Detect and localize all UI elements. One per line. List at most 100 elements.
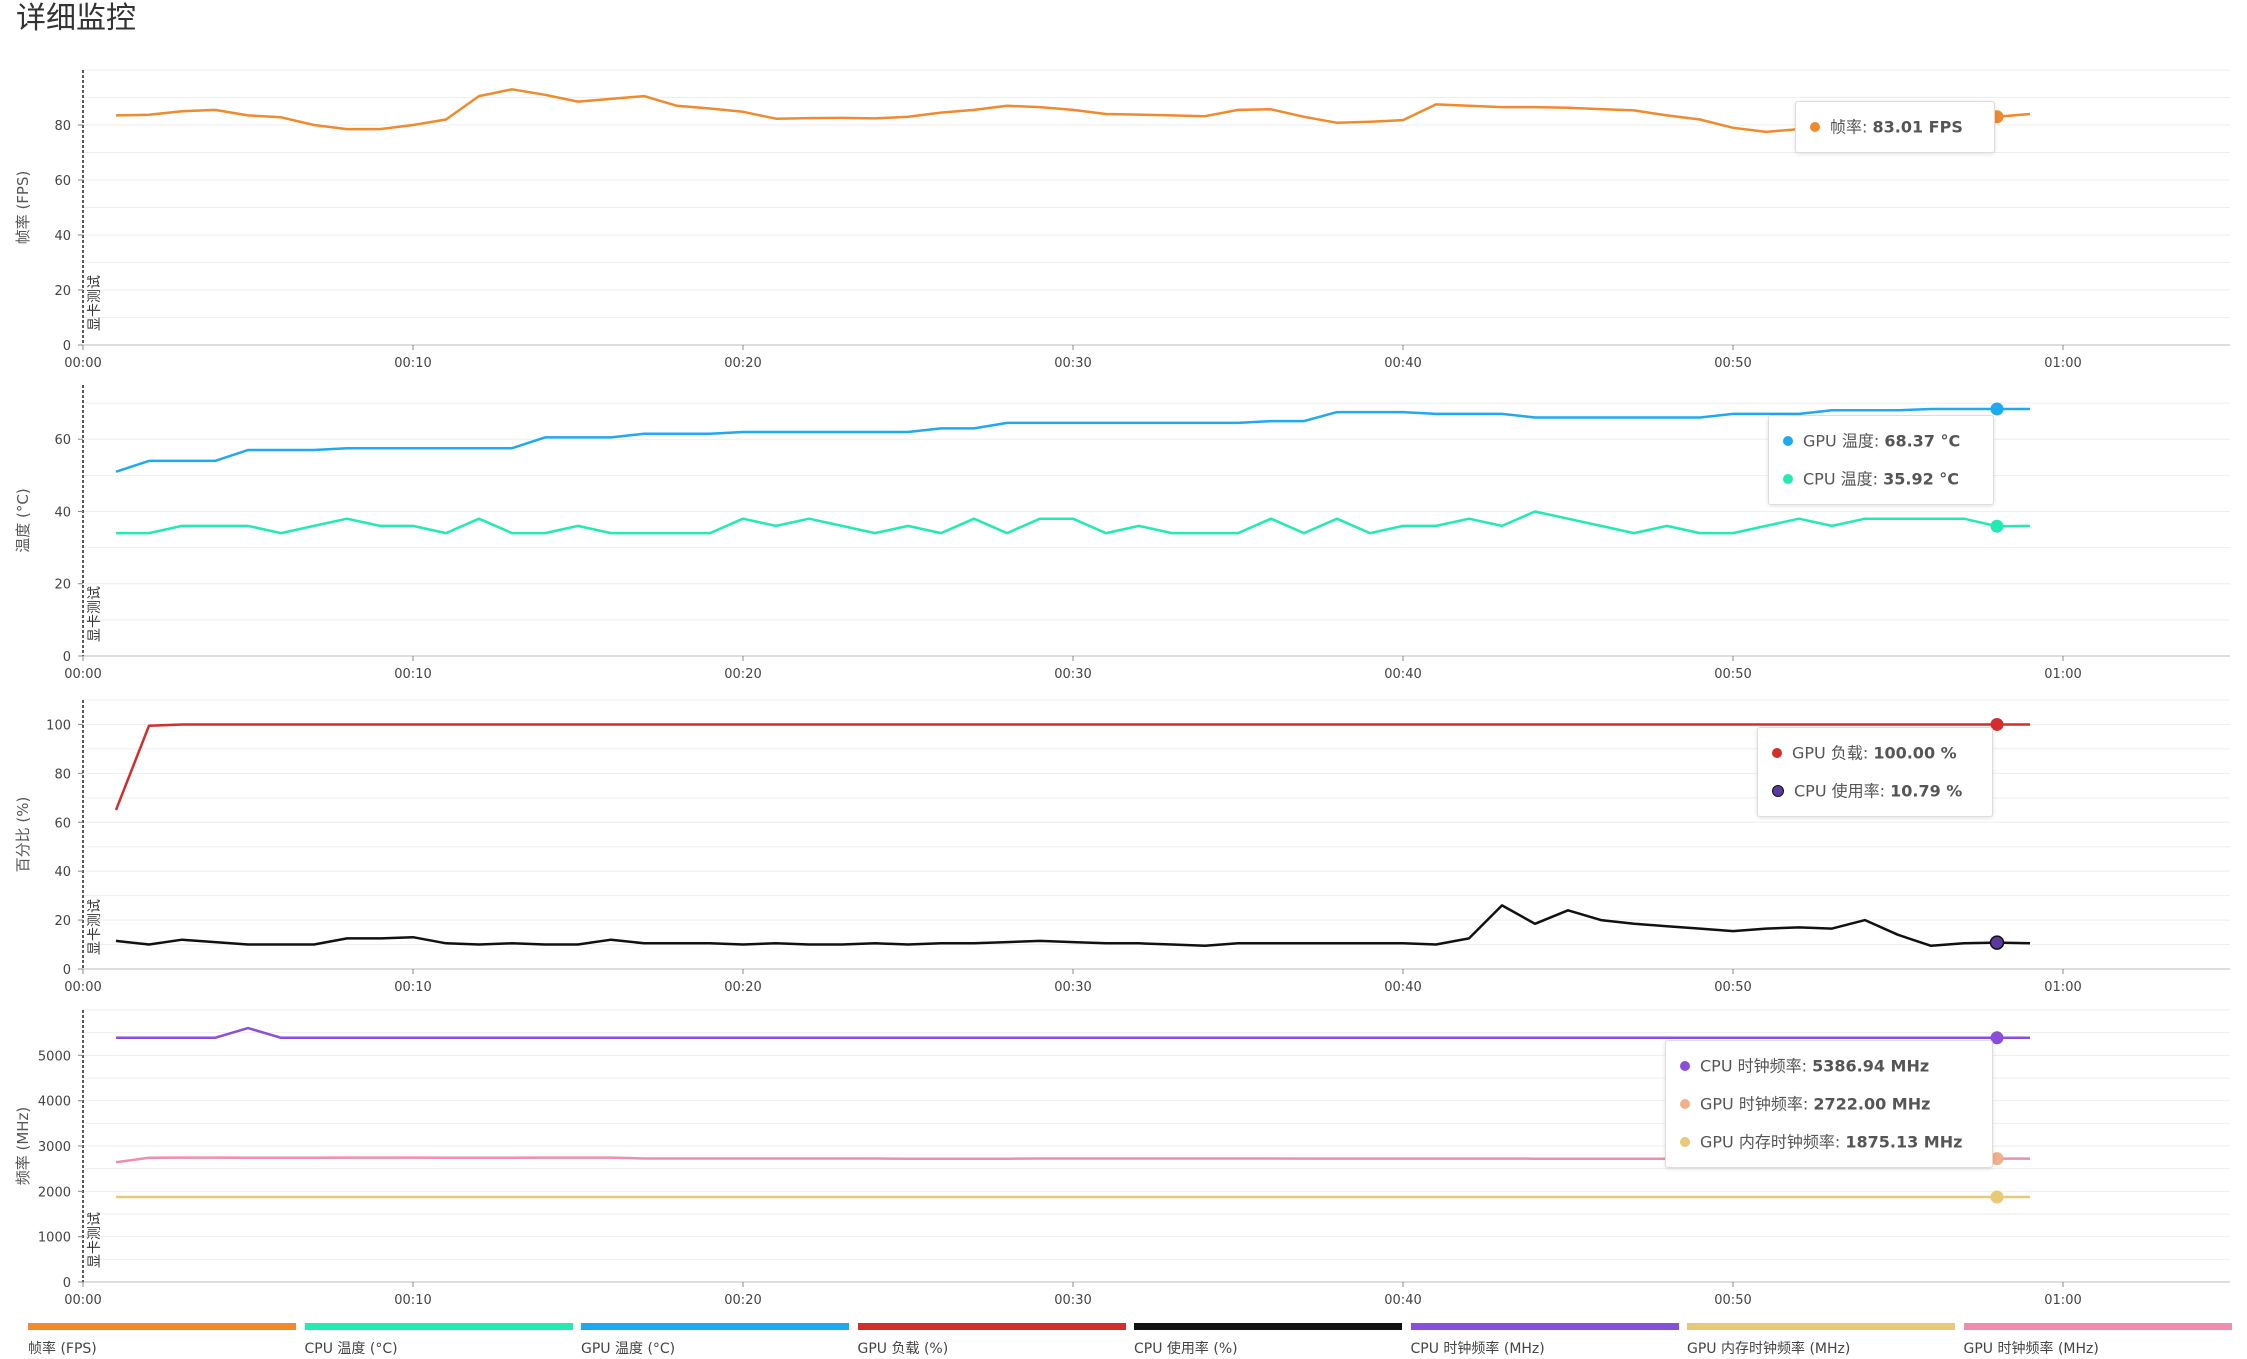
- legend-label: GPU 内存时钟频率 (MHz): [1687, 1341, 1851, 1357]
- tooltip-row: CPU 温度: 35.92 °C: [1783, 460, 1979, 498]
- tooltip-label: GPU 负载:: [1792, 743, 1874, 763]
- legend-item[interactable]: GPU 温度 (°C): [581, 1323, 849, 1358]
- legend-color-bar: [1687, 1323, 1955, 1330]
- x-tick-label: 00:10: [394, 980, 431, 995]
- y-axis-label: 帧率 (FPS): [14, 171, 32, 245]
- legend-item[interactable]: CPU 时钟频率 (MHz): [1410, 1323, 1679, 1358]
- series-dot-icon: [1680, 1060, 1690, 1071]
- x-tick-label: 01:00: [2044, 1293, 2081, 1308]
- y-tick-label: 40: [54, 229, 71, 244]
- chart-panel-1[interactable]: 显卡测试 0 20 40 60 80 帧率 (FPS) 00:00 00:10 00:20 00:3…: [14, 69, 2230, 371]
- hover-point[interactable]: [1990, 1190, 2004, 1204]
- monitor-charts[interactable]: 显卡测试 0 20 40 60 80 帧率 (FPS) 00:00 00:10 00:20 00:3…: [0, 0, 2247, 1320]
- hover-point[interactable]: [1990, 1152, 2004, 1166]
- chart-legend[interactable]: 帧率 (FPS) CPU 温度 (°C) GPU 温度 (°C) GPU 负载 (%)…: [28, 1323, 2242, 1359]
- legend-label: GPU 时钟频率 (MHz): [1963, 1341, 2099, 1357]
- legend-item[interactable]: GPU 负载 (%): [857, 1323, 1126, 1358]
- x-tick-label: 00:40: [1384, 356, 1421, 371]
- x-tick-label: 00:50: [1714, 356, 1751, 371]
- y-tick-label: 20: [54, 914, 71, 929]
- y-tick-label: 4000: [38, 1095, 71, 1110]
- x-tick-label: 00:30: [1054, 667, 1091, 682]
- y-tick-label: 100: [46, 718, 71, 733]
- chart-panel-3[interactable]: 显卡测试 0 20 40 60 80 100 百分比 (%) 00:00 00:10 00:20 00…: [14, 699, 2230, 995]
- y-tick-label: 20: [54, 578, 71, 593]
- y-tick-label: 60: [54, 816, 71, 831]
- legend-color-bar: [1963, 1323, 2232, 1330]
- hover-point[interactable]: [1990, 402, 2004, 416]
- legend-color-bar: [857, 1323, 1126, 1330]
- x-tick-label: 00:00: [64, 667, 101, 682]
- x-tick-label: 00:50: [1714, 667, 1751, 682]
- tooltip-value: 2722.00 MHz: [1813, 1094, 1931, 1114]
- test-marker-label: 显卡测试: [87, 275, 103, 331]
- x-tick-label: 00:10: [394, 667, 431, 682]
- tooltip-label: 帧率:: [1830, 117, 1873, 137]
- legend-item[interactable]: CPU 温度 (°C): [304, 1323, 573, 1358]
- legend-color-bar: [304, 1323, 573, 1330]
- x-tick-label: 01:00: [2044, 356, 2081, 371]
- legend-item[interactable]: 帧率 (FPS): [28, 1323, 296, 1358]
- x-tick-label: 01:00: [2044, 667, 2081, 682]
- series-line[interactable]: [115, 88, 2031, 134]
- tooltip-row: GPU 温度: 68.37 °C: [1783, 422, 1979, 460]
- legend-item[interactable]: CPU 使用率 (%): [1134, 1323, 1402, 1358]
- tooltip-value: 10.79 %: [1890, 781, 1963, 801]
- test-marker-label: 显卡测试: [87, 586, 103, 642]
- x-tick-label: 00:20: [724, 356, 761, 371]
- chart-panel-4[interactable]: 显卡测试 0 1000 2000 3000 4000 5000 频率 (MHz) 00:00 00…: [14, 1009, 2230, 1308]
- legend-color-bar: [28, 1323, 296, 1330]
- series-line[interactable]: [116, 1026, 2030, 1040]
- y-tick-label: 0: [63, 963, 71, 978]
- tooltip-row: GPU 负载: 100.00 %: [1772, 734, 1978, 772]
- tooltip-value: 1875.13 MHz: [1845, 1132, 1963, 1152]
- x-tick-label: 00:40: [1384, 1293, 1421, 1308]
- y-tick-label: 5000: [38, 1049, 71, 1064]
- hover-point[interactable]: [1990, 717, 2004, 731]
- series-dot-icon: [1772, 784, 1784, 797]
- series-dot-icon: [1680, 1098, 1690, 1109]
- tooltip-label: GPU 时钟频率:: [1700, 1094, 1814, 1114]
- y-tick-label: 40: [54, 865, 71, 880]
- chart-tooltip: GPU 温度: 68.37 °C CPU 温度: 35.92 °C: [1768, 415, 1994, 505]
- legend-color-bar: [1134, 1323, 1402, 1330]
- legend-item[interactable]: GPU 时钟频率 (MHz): [1963, 1323, 2232, 1358]
- y-tick-label: 3000: [38, 1140, 71, 1155]
- test-marker-label: 显卡测试: [87, 1212, 103, 1268]
- y-axis-label: 频率 (MHz): [14, 1107, 32, 1186]
- x-tick-label: 00:40: [1384, 980, 1421, 995]
- series-line[interactable]: [115, 407, 2030, 473]
- x-tick-label: 00:00: [64, 1293, 101, 1308]
- tooltip-value: 35.92 °C: [1883, 469, 1960, 489]
- tooltip-value: 100.00 %: [1873, 743, 1957, 763]
- x-tick-label: 00:20: [724, 667, 761, 682]
- tooltip-row: CPU 使用率: 10.79 %: [1772, 772, 1978, 810]
- tooltip-label: GPU 内存时钟频率:: [1700, 1132, 1846, 1152]
- x-tick-label: 00:50: [1714, 980, 1751, 995]
- tooltip-row: CPU 时钟频率: 5386.94 MHz: [1680, 1047, 1978, 1085]
- legend-label: CPU 时钟频率 (MHz): [1410, 1341, 1545, 1357]
- x-tick-label: 00:40: [1384, 667, 1421, 682]
- hover-point[interactable]: [1990, 519, 2004, 533]
- page-title: 详细监控: [16, 1, 136, 36]
- legend-color-bar: [1410, 1323, 1679, 1330]
- y-tick-label: 1000: [38, 1231, 71, 1246]
- x-tick-label: 00:00: [64, 980, 101, 995]
- series-dot-icon: [1680, 1136, 1690, 1147]
- x-tick-label: 00:10: [394, 356, 431, 371]
- series-line[interactable]: [114, 723, 2030, 811]
- legend-color-bar: [581, 1323, 849, 1330]
- tooltip-row: 帧率: 83.01 FPS: [1810, 108, 1980, 146]
- y-tick-label: 80: [54, 767, 71, 782]
- x-tick-label: 00:20: [724, 980, 761, 995]
- tooltip-value: 68.37 °C: [1884, 431, 1961, 451]
- tooltip-row: GPU 时钟频率: 2722.00 MHz: [1680, 1085, 1978, 1123]
- hover-point[interactable]: [1990, 1031, 2004, 1045]
- series-line[interactable]: [116, 510, 2031, 535]
- test-marker-label: 显卡测试: [87, 899, 103, 955]
- series-line[interactable]: [115, 904, 2031, 948]
- x-tick-label: 01:00: [2044, 980, 2081, 995]
- hover-point[interactable]: [1989, 935, 2005, 950]
- tooltip-label: CPU 温度:: [1803, 469, 1884, 489]
- legend-item[interactable]: GPU 内存时钟频率 (MHz): [1687, 1323, 1955, 1358]
